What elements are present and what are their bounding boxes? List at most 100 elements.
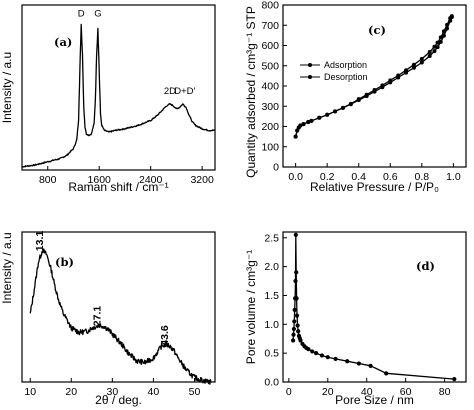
xrd-panel: 10 20 30 40 50 2θ / deg. Intensity / a.u (b) 13.… <box>0 231 216 407</box>
pore-distribution-point <box>291 338 296 343</box>
x-tick-label: 80 <box>439 386 451 398</box>
isotherm-point-desorption <box>372 88 377 93</box>
y-tick-label: 500 <box>261 60 279 72</box>
isotherm-point-desorption <box>348 101 353 106</box>
y-tick-label: 1.5 <box>264 290 279 302</box>
raman-panel: 800 1600 2400 3200 Raman shift / cm⁻¹ Intensi… <box>0 4 216 194</box>
isotherm-point-desorption <box>325 112 330 117</box>
pore-distribution-point <box>298 338 303 343</box>
legend-label: Adsorption <box>324 60 367 70</box>
pore-distribution-point <box>295 323 300 328</box>
x-tick-label: 20 <box>65 386 77 398</box>
isotherm-point-desorption <box>396 73 401 78</box>
plot-frame <box>21 4 216 171</box>
y-axis-label: Intensity / a.u <box>0 232 14 303</box>
x-tick-label: 0.2 <box>320 171 335 183</box>
pore-distribution-point <box>310 349 315 354</box>
plot-frame <box>21 231 216 383</box>
pore-distribution-point <box>292 307 297 312</box>
isotherm-point-desorption <box>438 35 443 40</box>
isotherm-point-desorption <box>380 83 385 88</box>
isotherm-point-desorption <box>340 105 345 110</box>
isotherm-point-adsorption <box>419 60 424 65</box>
panel-label: (b) <box>55 255 74 269</box>
raman-spectrum-line <box>21 23 216 168</box>
isotherm-point-desorption <box>356 97 361 102</box>
pore-distribution-point <box>296 329 301 334</box>
pore-distribution-point <box>452 377 457 382</box>
x-axis-label: Relative Pressure / P/P₀ <box>310 180 439 194</box>
pore-distribution-point <box>325 355 330 360</box>
pore-distribution-point <box>294 296 299 301</box>
x-tick-label: 50 <box>189 386 201 398</box>
y-tick-label: 2.0 <box>264 261 279 273</box>
pore-size-panel: 0 20 40 60 80 0.0 0.5 1.0 1.5 2.0 2.5 Pore Size / n… <box>244 231 467 407</box>
panel-label: (c) <box>368 23 386 37</box>
pore-distribution-point <box>368 363 373 368</box>
isotherm-point-adsorption <box>411 65 416 70</box>
x-tick-label: 2400 <box>139 174 163 186</box>
pore-distribution-point <box>294 270 299 275</box>
x-tick-label: 30 <box>106 386 118 398</box>
isotherm-point-desorption <box>435 40 440 45</box>
isotherm-point-desorption <box>364 92 369 97</box>
panel-label: (d) <box>416 259 435 273</box>
x-tick-label: 0 <box>286 386 292 398</box>
x-tick-label: 60 <box>400 386 412 398</box>
y-tick-label: 600 <box>261 40 279 52</box>
x-tick-label: 1.0 <box>446 171 461 183</box>
panel-label: (a) <box>54 35 72 49</box>
isotherm-point-adsorption <box>427 54 432 59</box>
x-tick-label: 40 <box>361 386 373 398</box>
x-tick-label: 0.4 <box>351 171 366 183</box>
legend-marker <box>308 63 312 67</box>
pore-distribution-point <box>384 371 389 376</box>
pore-distribution-point <box>313 351 319 356</box>
isotherm-point-desorption <box>449 14 454 19</box>
x-tick-label: 0.0 <box>288 171 303 183</box>
isotherm-point-adsorption <box>432 49 437 54</box>
y-tick-label: 2.5 <box>264 232 279 244</box>
x-axis-label: 2θ / deg. <box>95 393 142 407</box>
y-tick-label: 300 <box>261 101 279 113</box>
y-tick-label: 0.0 <box>264 377 279 389</box>
pore-distribution-point <box>293 232 298 237</box>
isotherm-point-desorption <box>411 62 416 67</box>
pore-distribution-point <box>356 361 362 366</box>
peak-label: 27.1 <box>91 306 103 327</box>
y-tick-label: 1.0 <box>264 319 279 331</box>
isotherm-point-desorption <box>404 68 409 73</box>
y-tick-label: 800 <box>261 0 279 12</box>
isotherm-panel: 0.0 0.2 0.4 0.6 0.8 1.0 0 100 200 300 400 500 600 700… <box>244 0 467 194</box>
x-axis-label: Pore Size / nm <box>335 393 414 407</box>
pore-distribution-point <box>291 326 297 332</box>
isotherm-point-desorption <box>445 22 450 27</box>
pore-distribution-point <box>294 313 300 318</box>
pore-distribution-point <box>293 278 298 284</box>
isotherm-point-desorption <box>427 49 432 54</box>
peak-label: 43.6 <box>159 325 171 346</box>
isotherm-point-desorption <box>388 78 393 83</box>
peak-label-g: G <box>94 9 101 20</box>
isotherm-point-desorption <box>298 123 303 128</box>
x-tick-label: 3200 <box>190 174 214 186</box>
y-tick-label: 0 <box>273 162 279 174</box>
isotherm-point-desorption <box>333 109 338 114</box>
pore-distribution-point <box>292 319 297 324</box>
pore-distribution-point <box>319 353 325 358</box>
xrd-pattern-line <box>29 248 212 385</box>
pore-distribution-point <box>345 359 350 364</box>
y-tick-label: 200 <box>261 121 279 133</box>
isotherm-point-adsorption <box>438 39 443 44</box>
legend-marker <box>308 75 312 79</box>
isotherm-point-adsorption <box>435 45 440 50</box>
x-tick-label: 40 <box>148 386 160 398</box>
pore-distribution-line <box>292 234 455 380</box>
x-tick-label: 0.6 <box>383 171 398 183</box>
isotherm-point-desorption <box>432 44 437 49</box>
x-tick-label: 800 <box>39 174 57 186</box>
y-axis-label: Pore volume / cm³g⁻¹ <box>244 250 258 364</box>
peak-label-2d: 2D <box>164 86 176 97</box>
isotherm-point-desorption <box>419 56 424 61</box>
